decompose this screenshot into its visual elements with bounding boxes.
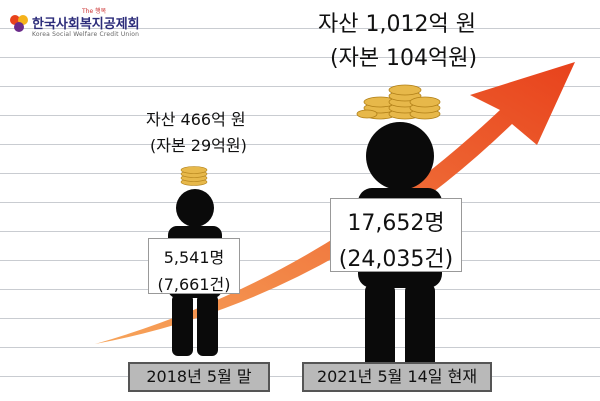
logo-english-name: Korea Social Welfare Credit Union xyxy=(32,31,140,38)
right-date-box: 2021년 5월 14일 현재 xyxy=(302,362,492,392)
right-members-count: 17,652명 xyxy=(347,211,445,236)
logo-flower-icon xyxy=(10,15,28,32)
left-assets-label: 자산 466억 원 xyxy=(146,110,246,129)
left-member-sign: 5,541명 (7,661건) xyxy=(148,238,240,294)
right-member-sign: 17,652명 (24,035건) xyxy=(330,198,462,272)
logo-tag: The 행복 xyxy=(82,8,107,15)
right-cases-count: (24,035건) xyxy=(338,247,454,272)
logo-name: 한국사회복지공제회 xyxy=(32,17,140,32)
logo: The 행복 한국사회복지공제회 Korea Social Welfare Cr… xyxy=(8,6,168,40)
left-capital-label: (자본 29억원) xyxy=(150,136,247,155)
small-coin-stack-icon xyxy=(180,166,208,186)
left-members-count: 5,541명 xyxy=(163,248,225,267)
left-date-box: 2018년 5월 말 xyxy=(128,362,270,392)
right-capital-label: (자본 104억원) xyxy=(330,46,478,71)
coin-stack-icon xyxy=(356,84,441,120)
right-assets-label: 자산 1,012억 원 xyxy=(318,12,476,37)
left-cases-count: (7,661건) xyxy=(157,275,231,294)
